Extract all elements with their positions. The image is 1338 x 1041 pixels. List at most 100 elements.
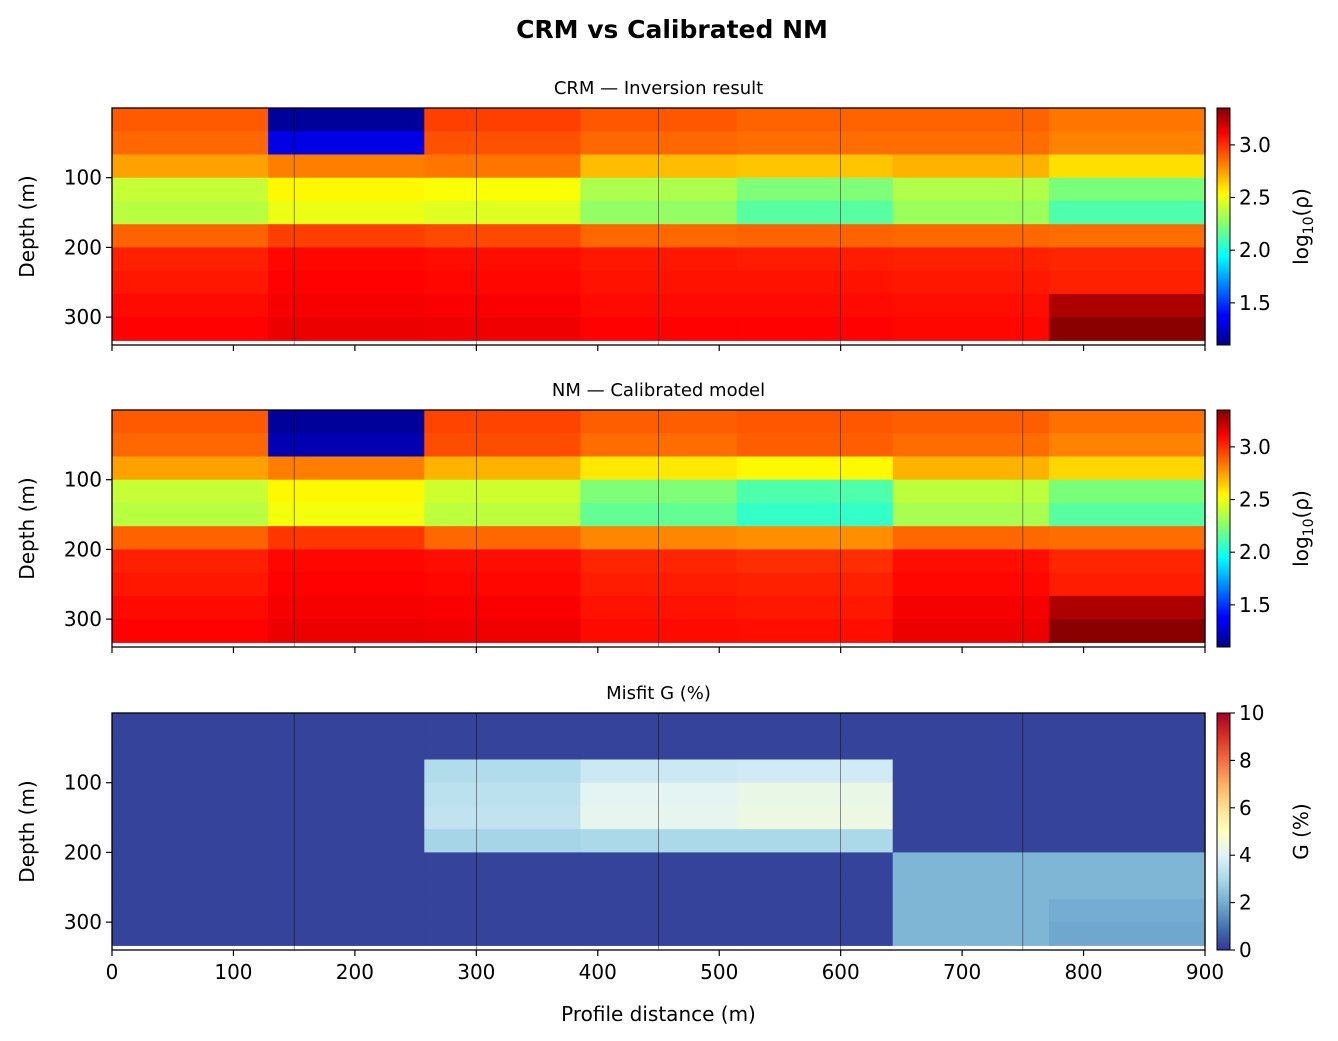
heatmap-cell [112, 875, 269, 900]
heatmap-cell [268, 479, 425, 504]
heatmap-cell [892, 713, 1050, 737]
heatmap-cell [736, 829, 894, 854]
heatmap-cell [424, 108, 582, 132]
heatmap-cell [112, 526, 269, 551]
heatmap-cell [892, 200, 1050, 225]
heatmap-cell [268, 293, 425, 318]
heatmap-cell [268, 736, 425, 761]
heatmap-cell [736, 502, 894, 527]
heatmap-cell [736, 526, 894, 551]
colorbar-tick-label: 2 [1239, 891, 1252, 915]
heatmap-cell [268, 270, 425, 295]
heatmap-cell [892, 759, 1050, 784]
heatmap-cell [736, 456, 894, 481]
heatmap-cell [424, 177, 582, 202]
heatmap-cell [268, 805, 425, 830]
heatmap-cell [112, 317, 269, 341]
heatmap-cell [1048, 247, 1206, 272]
heatmap-cell [1048, 549, 1206, 574]
x-tick-label: 800 [1064, 960, 1102, 984]
heatmap-cell [1048, 829, 1206, 854]
panel-2: NM — Calibrated model 100 200 300 Depth (m) 1… [15, 380, 1317, 653]
heatmap-cell [892, 595, 1050, 620]
x-axis-label: Profile distance (m) [561, 1002, 756, 1026]
heatmap-cell [112, 224, 269, 249]
heatmap-cell [736, 572, 894, 597]
heatmap-cell [892, 829, 1050, 854]
heatmap-cell [736, 177, 894, 202]
y-tick-label: 300 [64, 910, 102, 934]
heatmap-cell [1048, 108, 1206, 132]
colorbar-tick-label: 4 [1239, 843, 1252, 867]
heatmap-cell [268, 572, 425, 597]
colorbar-gradient [1216, 409, 1231, 648]
heatmap-cell [892, 805, 1050, 830]
heatmap-cell [424, 293, 582, 318]
heatmap-cell [892, 479, 1050, 504]
heatmap-cell [268, 502, 425, 527]
heatmap-cell [736, 200, 894, 225]
heatmap-cell [736, 619, 894, 643]
heatmap-cell [112, 433, 269, 458]
heatmap-cell [892, 736, 1050, 761]
colorbar: 1.5 2.0 2.5 3.0 log10(ρ) [1216, 107, 1317, 346]
heatmap-cell [736, 479, 894, 504]
heatmap-cell [424, 736, 582, 761]
y-tick-label: 200 [64, 235, 102, 259]
heatmap-cell [736, 224, 894, 249]
heatmap-cell [424, 270, 582, 295]
heatmap-cell [1048, 154, 1206, 179]
heatmap-cell [736, 875, 894, 900]
heatmap-cell [424, 317, 582, 341]
heatmap-cell [736, 293, 894, 318]
heatmap-cell [112, 410, 269, 434]
heatmap-cell [1048, 713, 1206, 737]
colorbar-gradient [1216, 712, 1231, 951]
colorbar-tick-label: 2.0 [1239, 540, 1271, 564]
heatmap-cell [892, 526, 1050, 551]
heatmap-cell [112, 829, 269, 854]
heatmap-cell [112, 852, 269, 877]
heatmap-cell [268, 782, 425, 807]
colorbar-tick-label: 1.5 [1239, 291, 1271, 315]
heatmap-cell [424, 131, 582, 156]
figure-title: CRM vs Calibrated NM [516, 15, 828, 44]
heatmap-cell [1048, 224, 1206, 249]
heatmap-cell [736, 759, 894, 784]
heatmap-cell [1048, 852, 1206, 877]
heatmap-cell [736, 782, 894, 807]
panel-title: Misfit G (%) [606, 683, 711, 704]
heatmap-cells [112, 108, 1206, 341]
heatmap-cell [1048, 200, 1206, 225]
heatmap-cell [736, 922, 894, 946]
heatmap-cell [424, 200, 582, 225]
panel-title: CRM — Inversion result [554, 78, 763, 99]
heatmap-cell [892, 502, 1050, 527]
heatmap-cell [112, 293, 269, 318]
colorbar-label: log10(ρ) [1289, 490, 1317, 567]
colorbar: 1.5 2.0 2.5 3.0 log10(ρ) [1216, 409, 1317, 648]
heatmap-cell [1048, 595, 1206, 620]
heatmap-cell [424, 526, 582, 551]
heatmap-cell [112, 572, 269, 597]
heatmap-cell [424, 713, 582, 737]
heatmap-cell [892, 108, 1050, 132]
heatmap-cell [424, 410, 582, 434]
heatmap-cell [268, 526, 425, 551]
heatmap-cell [268, 154, 425, 179]
heatmap-cell [112, 619, 269, 643]
heatmap-cell [892, 433, 1050, 458]
x-tick-label: 600 [822, 960, 860, 984]
y-axis-label: Depth (m) [15, 477, 39, 579]
heatmap-cell [1048, 736, 1206, 761]
panel-1: CRM — Inversion result 100 200 300 Depth (m)… [15, 78, 1317, 351]
heatmap-cell [268, 247, 425, 272]
heatmap-cell [112, 549, 269, 574]
y-tick-label: 300 [64, 607, 102, 631]
heatmap-cell [892, 852, 1050, 877]
x-tick-label: 500 [700, 960, 738, 984]
heatmap-cell [112, 247, 269, 272]
y-tick-label: 100 [64, 166, 102, 190]
heatmap-cell [268, 549, 425, 574]
